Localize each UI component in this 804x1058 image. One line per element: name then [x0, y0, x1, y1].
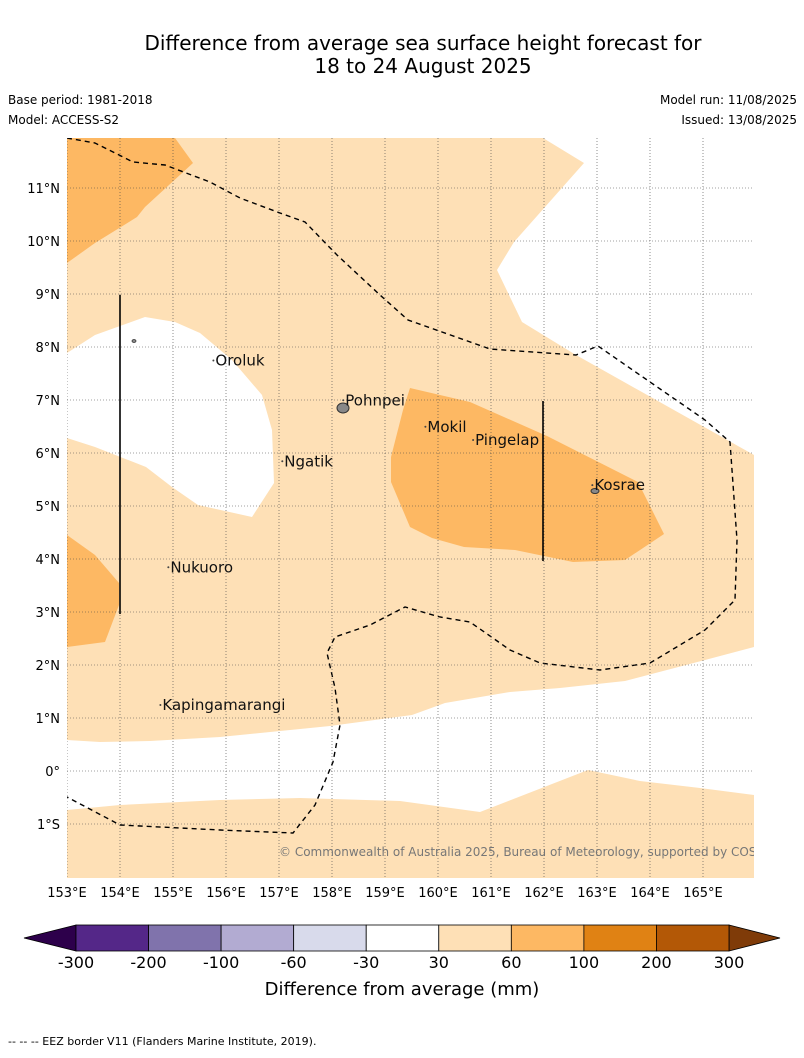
lat-tick-label: 3°N: [36, 606, 61, 621]
lon-tick-label: 158°E: [312, 886, 352, 901]
colorbar-segment: [510, 924, 585, 952]
colorbar-segment: [656, 924, 730, 952]
eez-border-north: [67, 138, 738, 834]
lat-tick-label: 11°N: [27, 182, 60, 197]
colorbar-extend-high: [728, 924, 781, 952]
lat-tick-label: 1°S: [37, 818, 60, 833]
colorbar-level-label: 60: [501, 953, 522, 972]
lon-tick-label: 154°E: [100, 886, 140, 901]
place-label: Ngatik: [284, 452, 333, 470]
anomaly-region-60-100-east: [391, 388, 664, 562]
lat-tick-label: 4°N: [36, 553, 61, 568]
place-marker: [212, 359, 215, 362]
lon-tick-label: 164°E: [630, 886, 670, 901]
colorbar-title: Difference from average (mm): [264, 979, 540, 1000]
title-line-1: Difference from average sea surface heig…: [144, 31, 702, 55]
lat-tick-label: 7°N: [36, 394, 61, 409]
lat-tick-label: 6°N: [36, 447, 61, 462]
colorbar-level-label: 30: [428, 953, 449, 972]
lat-tick-label: 0°: [45, 765, 60, 780]
lon-tick-label: 159°E: [365, 886, 405, 901]
place-marker: [342, 399, 345, 402]
colorbar-segment: [438, 924, 512, 952]
place-marker: [472, 439, 475, 442]
copyright-note: © Commonwealth of Australia 2025, Bureau…: [279, 845, 784, 859]
lon-tick-label: 153°E: [47, 886, 87, 901]
anomaly-region-60-100-northwest: [67, 138, 193, 263]
place-labels: Oroluk Pohnpei Mokil Pingelap Ngatik Kosrae Nu…: [159, 352, 645, 714]
base-period: Base period: 1981-2018: [8, 93, 153, 107]
lat-tick-label: 1°N: [36, 712, 61, 727]
place-marker: [167, 566, 170, 569]
lat-tick-label: 10°N: [27, 235, 60, 250]
colorbar-level-label: -60: [280, 953, 307, 972]
model-run: Model run: 11/08/2025: [659, 93, 797, 107]
colorbar-level-label: 200: [641, 953, 672, 972]
place-marker: [159, 704, 162, 707]
place-label: Kosrae: [594, 476, 645, 494]
lon-tick-label: 165°E: [683, 886, 723, 901]
place-marker: [424, 425, 427, 428]
colorbar-level-label: -200: [130, 953, 167, 972]
colorbar-segment: [365, 924, 440, 952]
place-marker: [281, 460, 284, 463]
pohnpei-island: [336, 402, 350, 414]
near-average-region-north: [497, 138, 754, 455]
colorbar-level-label: -30: [353, 953, 380, 972]
graticule: [67, 138, 754, 878]
lon-tick-label: 163°E: [577, 886, 617, 901]
chart-title: Difference from average sea surface heig…: [0, 32, 804, 78]
lat-tick-label: 8°N: [36, 341, 61, 356]
place-label: Kapingamarangi: [162, 696, 285, 714]
islet: [131, 339, 137, 343]
colorbar-level-label: 300: [713, 953, 745, 972]
lon-tick-label: 156°E: [206, 886, 246, 901]
issued-date: Issued: 13/08/2025: [681, 113, 797, 127]
place-label: Oroluk: [215, 352, 264, 370]
colorbar: [23, 924, 781, 952]
lon-tick-label: 157°E: [259, 886, 299, 901]
lon-tick-label: 160°E: [418, 886, 458, 901]
anomaly-region-60-100-southwest: [67, 535, 119, 647]
lon-tick-label: 161°E: [471, 886, 511, 901]
colorbar-segment: [220, 924, 295, 952]
colorbar-segment: [148, 924, 222, 952]
place-label: Nukuoro: [170, 558, 233, 576]
colorbar-level-label: -300: [57, 953, 95, 972]
colorbar-segment: [583, 924, 657, 952]
colorbar-extend-low: [23, 924, 77, 952]
colorbar-level-label: -100: [202, 953, 240, 972]
eez-legend-note: -- -- -- EEZ border V11 (Flanders Marine…: [8, 1035, 317, 1048]
kosrae-island: [590, 488, 600, 494]
lat-tick-label: 2°N: [36, 659, 61, 674]
colorbar-segment: [293, 924, 367, 952]
map-area: Oroluk Pohnpei Mokil Pingelap Ngatik Kosrae Nu…: [67, 138, 784, 878]
title-line-2: 18 to 24 August 2025: [314, 54, 532, 78]
model-name: Model: ACCESS-S2: [8, 113, 120, 127]
place-label: Pingelap: [475, 431, 539, 449]
near-average-region-west: [67, 317, 274, 517]
axis-labels: 153°E 154°E 155°E 156°E 157°E 158°E 159°E 160°E…: [27, 182, 723, 901]
place-label: Mokil: [427, 418, 466, 436]
lon-tick-label: 155°E: [153, 886, 193, 901]
place-marker: [591, 484, 594, 487]
colorbar-level-label: 100: [568, 953, 600, 972]
colorbar-segment: [75, 924, 149, 952]
lon-tick-label: 162°E: [524, 886, 564, 901]
lat-tick-label: 5°N: [36, 500, 61, 515]
lat-tick-label: 9°N: [36, 288, 61, 303]
place-label: Pohnpei: [345, 391, 405, 409]
